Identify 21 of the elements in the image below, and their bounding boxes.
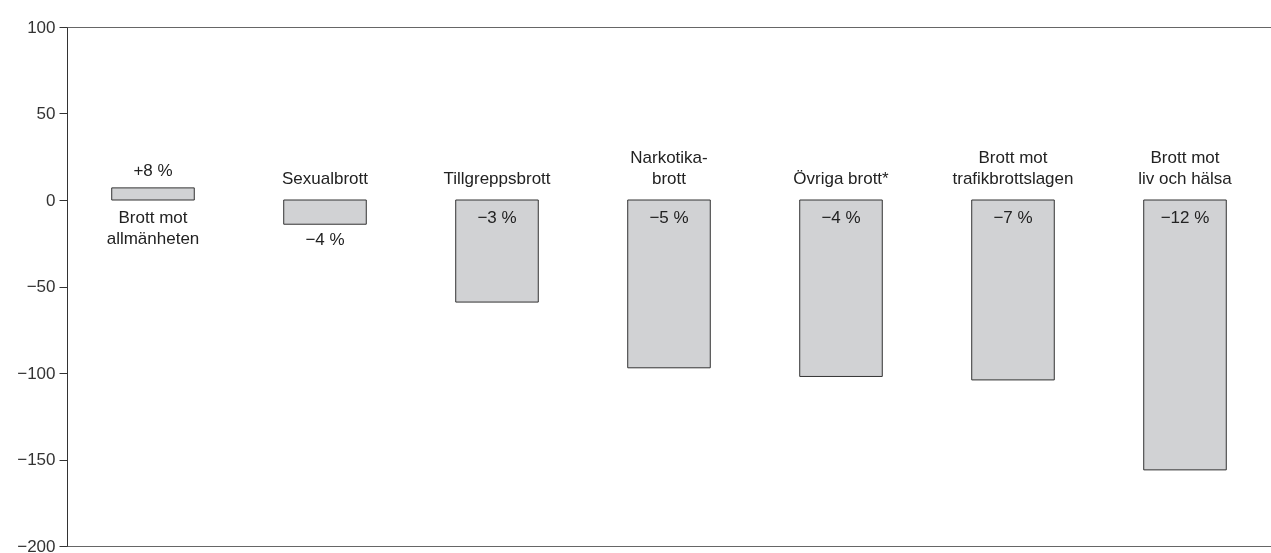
annotation: −3 % bbox=[477, 208, 517, 227]
y-tick-label: −100 bbox=[17, 363, 56, 383]
x-tick-label: Tillgreppsbrott bbox=[443, 169, 551, 188]
annotation: −4 % bbox=[821, 208, 861, 227]
annotation: −12 % bbox=[1160, 208, 1210, 227]
x-tick-label: Narkotika- brott bbox=[630, 148, 708, 188]
x-tick-label: Sexualbrott bbox=[282, 169, 369, 188]
y-tick-label: −200 bbox=[17, 536, 56, 553]
x-tick-label: Brott mot allmänheten bbox=[106, 208, 200, 248]
y-tick-label: −150 bbox=[17, 450, 56, 469]
annotation: −5 % bbox=[649, 208, 689, 227]
y-tick-label: 0 bbox=[46, 190, 56, 210]
y-tick-label: 100 bbox=[27, 17, 56, 37]
annotation: +8 % bbox=[133, 160, 173, 180]
annotation: −7 % bbox=[993, 208, 1033, 227]
y-tick-label: −50 bbox=[26, 277, 56, 296]
annotation: −4 % bbox=[305, 230, 345, 250]
x-tick-label: Brott mot liv och hälsa bbox=[1138, 148, 1233, 188]
x-tick-label: Brott mot trafikbrottslagen bbox=[952, 148, 1074, 188]
y-tick-label: 50 bbox=[36, 104, 56, 123]
x-tick-label: Övriga brott* bbox=[793, 169, 890, 188]
